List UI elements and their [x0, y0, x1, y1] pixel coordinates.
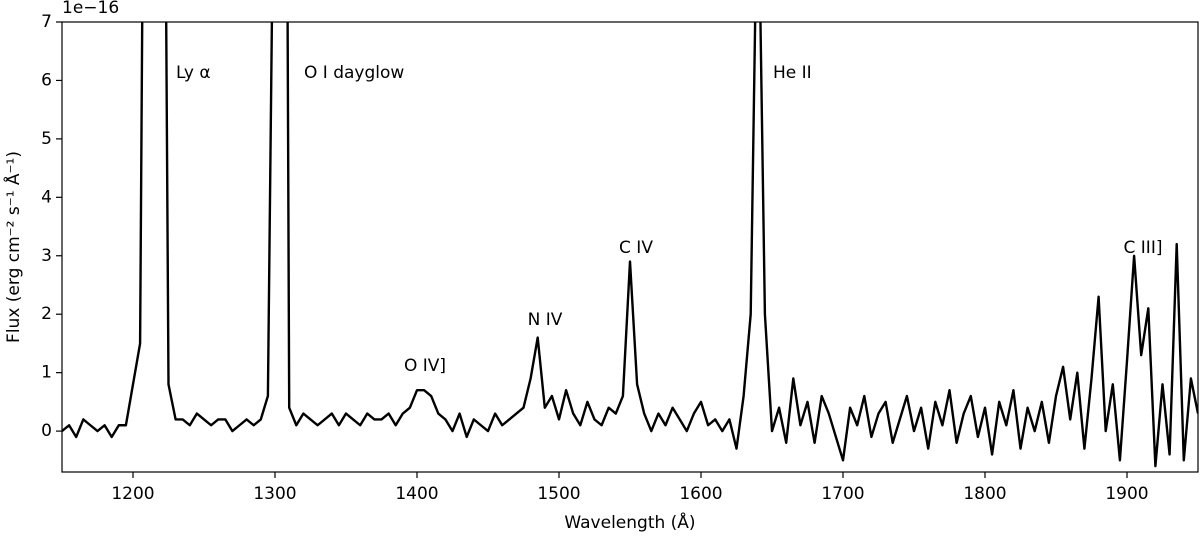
x-tick-label: 1800 [963, 484, 1006, 504]
plot-frame [61, 21, 1199, 473]
x-axis-label: Wavelength (Å) [564, 511, 695, 533]
y-axis-label: Flux (erg cm⁻² s⁻¹ Å⁻¹) [2, 151, 24, 343]
line-annotation: Ly α [176, 63, 211, 83]
x-tick-label: 1700 [821, 484, 864, 504]
line-annotation: C IV [619, 238, 653, 258]
line-annotation: He II [773, 63, 812, 83]
line-annotation: O IV] [404, 356, 446, 376]
y-tick-label: 7 [41, 12, 52, 32]
y-tick-label: 2 [41, 304, 52, 324]
x-tick-label: 1400 [395, 484, 438, 504]
y-tick-label: 3 [41, 246, 52, 266]
y-offset-label: 1e−16 [62, 0, 119, 18]
y-tick-label: 0 [41, 421, 52, 441]
spectrum-line [62, 22, 1198, 468]
line-annotation: O I dayglow [304, 63, 404, 83]
y-tick-label: 6 [41, 70, 52, 90]
y-tick-label: 4 [41, 187, 52, 207]
line-annotation: C III] [1124, 238, 1163, 258]
line-annotation: N IV [528, 310, 563, 330]
x-tick-label: 1500 [537, 484, 580, 504]
y-tick-label: 1 [41, 363, 52, 383]
x-tick-label: 1300 [253, 484, 296, 504]
y-tick-label: 5 [41, 129, 52, 149]
x-tick-label: 1200 [111, 484, 154, 504]
x-tick-label: 1900 [1105, 484, 1148, 504]
x-tick-label: 1600 [679, 484, 722, 504]
